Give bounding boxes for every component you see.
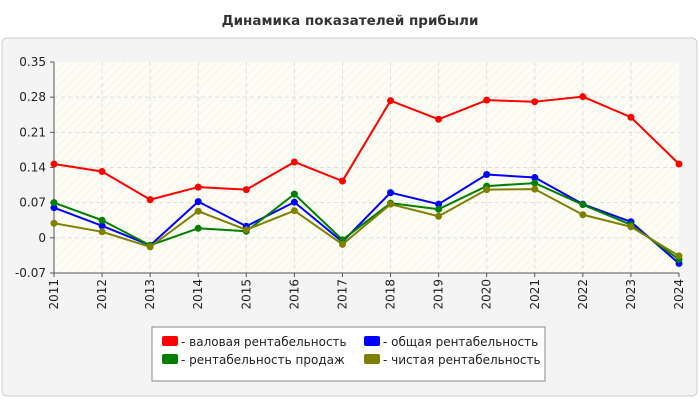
series-line <box>53 95 680 201</box>
data-point[interactable] <box>290 207 298 215</box>
x-tick-label: 2017 <box>335 279 349 310</box>
legend-swatch <box>364 354 380 364</box>
y-tick-labels: 0.35 0.28 0.21 0.14 0.07 0 -0.07 <box>15 55 46 280</box>
data-point[interactable] <box>531 174 539 182</box>
legend: - валовая рентабельность - общая рентабел… <box>151 326 546 382</box>
legend-label: - чистая рентабельность <box>383 353 541 367</box>
x-tick-label: 2023 <box>624 279 638 310</box>
data-point[interactable] <box>146 196 154 204</box>
x-tick-labels: 2011 2012 2013 2014 2015 2016 2017 2018 2019 2020… <box>47 279 686 310</box>
data-point[interactable] <box>338 177 346 185</box>
y-tick-label: 0.21 <box>19 125 46 139</box>
data-point[interactable] <box>50 219 58 227</box>
data-point[interactable] <box>483 96 491 104</box>
x-tick-label: 2011 <box>47 279 61 310</box>
data-point[interactable] <box>338 240 346 248</box>
x-tick-label: 2013 <box>143 279 157 310</box>
data-point[interactable] <box>194 207 202 215</box>
data-point[interactable] <box>483 171 491 179</box>
data-point[interactable] <box>387 200 395 208</box>
y-tick-label: 0.14 <box>19 161 46 175</box>
series-0 <box>50 93 683 204</box>
legend-swatch <box>162 336 178 346</box>
series-line <box>53 182 680 261</box>
data-point[interactable] <box>98 216 106 224</box>
data-point[interactable] <box>627 113 635 121</box>
legend-swatch <box>162 354 178 364</box>
data-point[interactable] <box>675 252 683 260</box>
legend-label: - рентабельность продаж <box>181 353 345 367</box>
data-point[interactable] <box>387 97 395 105</box>
y-tick-label: 0.28 <box>19 90 46 104</box>
data-point[interactable] <box>50 204 58 212</box>
data-point[interactable] <box>579 201 587 209</box>
legend-label: - общая рентабельность <box>383 335 538 349</box>
series-line <box>53 173 680 265</box>
x-tick-label: 2022 <box>576 279 590 310</box>
data-point[interactable] <box>435 200 443 208</box>
data-point[interactable] <box>435 115 443 123</box>
data-point[interactable] <box>194 198 202 206</box>
x-tick-label: 2014 <box>191 279 205 310</box>
data-point[interactable] <box>242 226 250 234</box>
data-point[interactable] <box>435 212 443 220</box>
data-point[interactable] <box>531 98 539 106</box>
y-tick-label: 0.07 <box>19 196 46 210</box>
x-tick-label: 2012 <box>95 279 109 310</box>
data-point[interactable] <box>579 211 587 219</box>
legend-label: - валовая рентабельность <box>181 335 347 349</box>
data-point[interactable] <box>290 198 298 206</box>
data-point[interactable] <box>98 168 106 176</box>
axes <box>50 61 680 277</box>
legend-swatch <box>364 336 380 346</box>
data-point[interactable] <box>435 205 443 213</box>
data-point[interactable] <box>98 228 106 236</box>
x-tick-label: 2024 <box>672 279 686 310</box>
data-point[interactable] <box>194 224 202 232</box>
data-point[interactable] <box>627 223 635 231</box>
x-tick-label: 2019 <box>432 279 446 310</box>
data-point[interactable] <box>50 160 58 168</box>
data-point[interactable] <box>387 189 395 197</box>
data-point[interactable] <box>579 93 587 101</box>
x-tick-label: 2016 <box>287 279 301 310</box>
y-tick-label: 0 <box>38 231 46 245</box>
x-tick-label: 2021 <box>528 279 542 310</box>
series-group <box>50 93 683 267</box>
legend-box <box>151 326 546 382</box>
y-tick-label: -0.07 <box>15 266 46 280</box>
x-tick-label: 2015 <box>239 279 253 310</box>
data-point[interactable] <box>242 186 250 194</box>
data-point[interactable] <box>531 185 539 193</box>
data-point[interactable] <box>146 243 154 251</box>
series-3 <box>50 185 683 260</box>
data-point[interactable] <box>483 186 491 194</box>
data-point[interactable] <box>290 190 298 198</box>
y-tick-label: 0.35 <box>19 55 46 69</box>
series-line <box>53 188 680 257</box>
chart-title: Динамика показателей прибыли <box>222 13 479 29</box>
data-point[interactable] <box>194 183 202 191</box>
data-point[interactable] <box>675 160 683 168</box>
x-tick-label: 2018 <box>384 279 398 310</box>
x-tick-label: 2020 <box>480 279 494 310</box>
data-point[interactable] <box>531 179 539 187</box>
data-point[interactable] <box>98 222 106 230</box>
data-point[interactable] <box>290 158 298 166</box>
data-point[interactable] <box>50 199 58 207</box>
